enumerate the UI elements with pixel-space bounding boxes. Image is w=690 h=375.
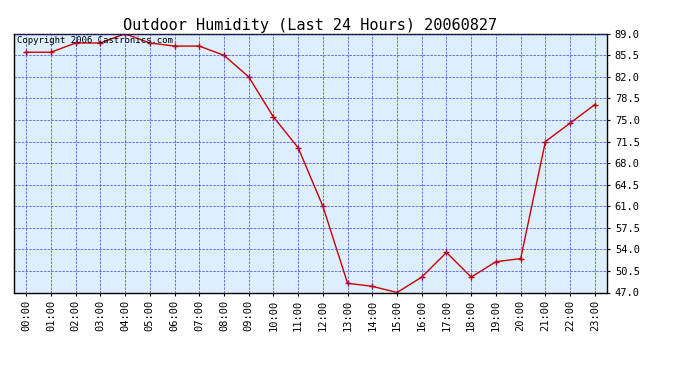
Title: Outdoor Humidity (Last 24 Hours) 20060827: Outdoor Humidity (Last 24 Hours) 2006082… [124, 18, 497, 33]
Text: Copyright 2006 Castronics.com: Copyright 2006 Castronics.com [17, 36, 172, 45]
